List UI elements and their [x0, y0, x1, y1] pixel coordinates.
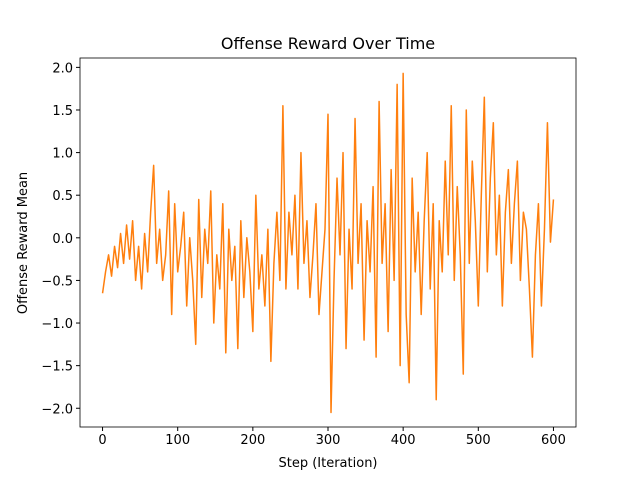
- y-axis-label: Offense Reward Mean: [16, 172, 31, 314]
- data-line: [101, 72, 555, 414]
- x-tick-label: 500: [466, 433, 491, 448]
- y-tick-label: 1.0: [52, 147, 73, 162]
- x-tick-label: 600: [541, 433, 566, 448]
- y-tick-label: 1.5: [52, 104, 73, 119]
- x-tick-label: 0: [98, 433, 106, 448]
- x-tick-label: 400: [391, 433, 416, 448]
- plot-frame: [79, 57, 577, 428]
- x-axis-label: Step (Iteration): [278, 456, 377, 471]
- y-tick-label: −2.0: [41, 402, 73, 417]
- x-tick-label: 100: [165, 433, 190, 448]
- y-tick-label: 2.0: [52, 61, 73, 76]
- x-tick-label: 300: [316, 433, 341, 448]
- y-tick-label: −0.5: [41, 274, 73, 289]
- x-tick-label: 200: [240, 433, 265, 448]
- chart-title: Offense Reward Over Time: [221, 34, 435, 53]
- y-tick-label: −1.0: [41, 317, 73, 332]
- y-tick-label: 0.0: [52, 232, 73, 247]
- y-tick-label: 0.5: [52, 189, 73, 204]
- y-tick-label: −1.5: [41, 360, 73, 375]
